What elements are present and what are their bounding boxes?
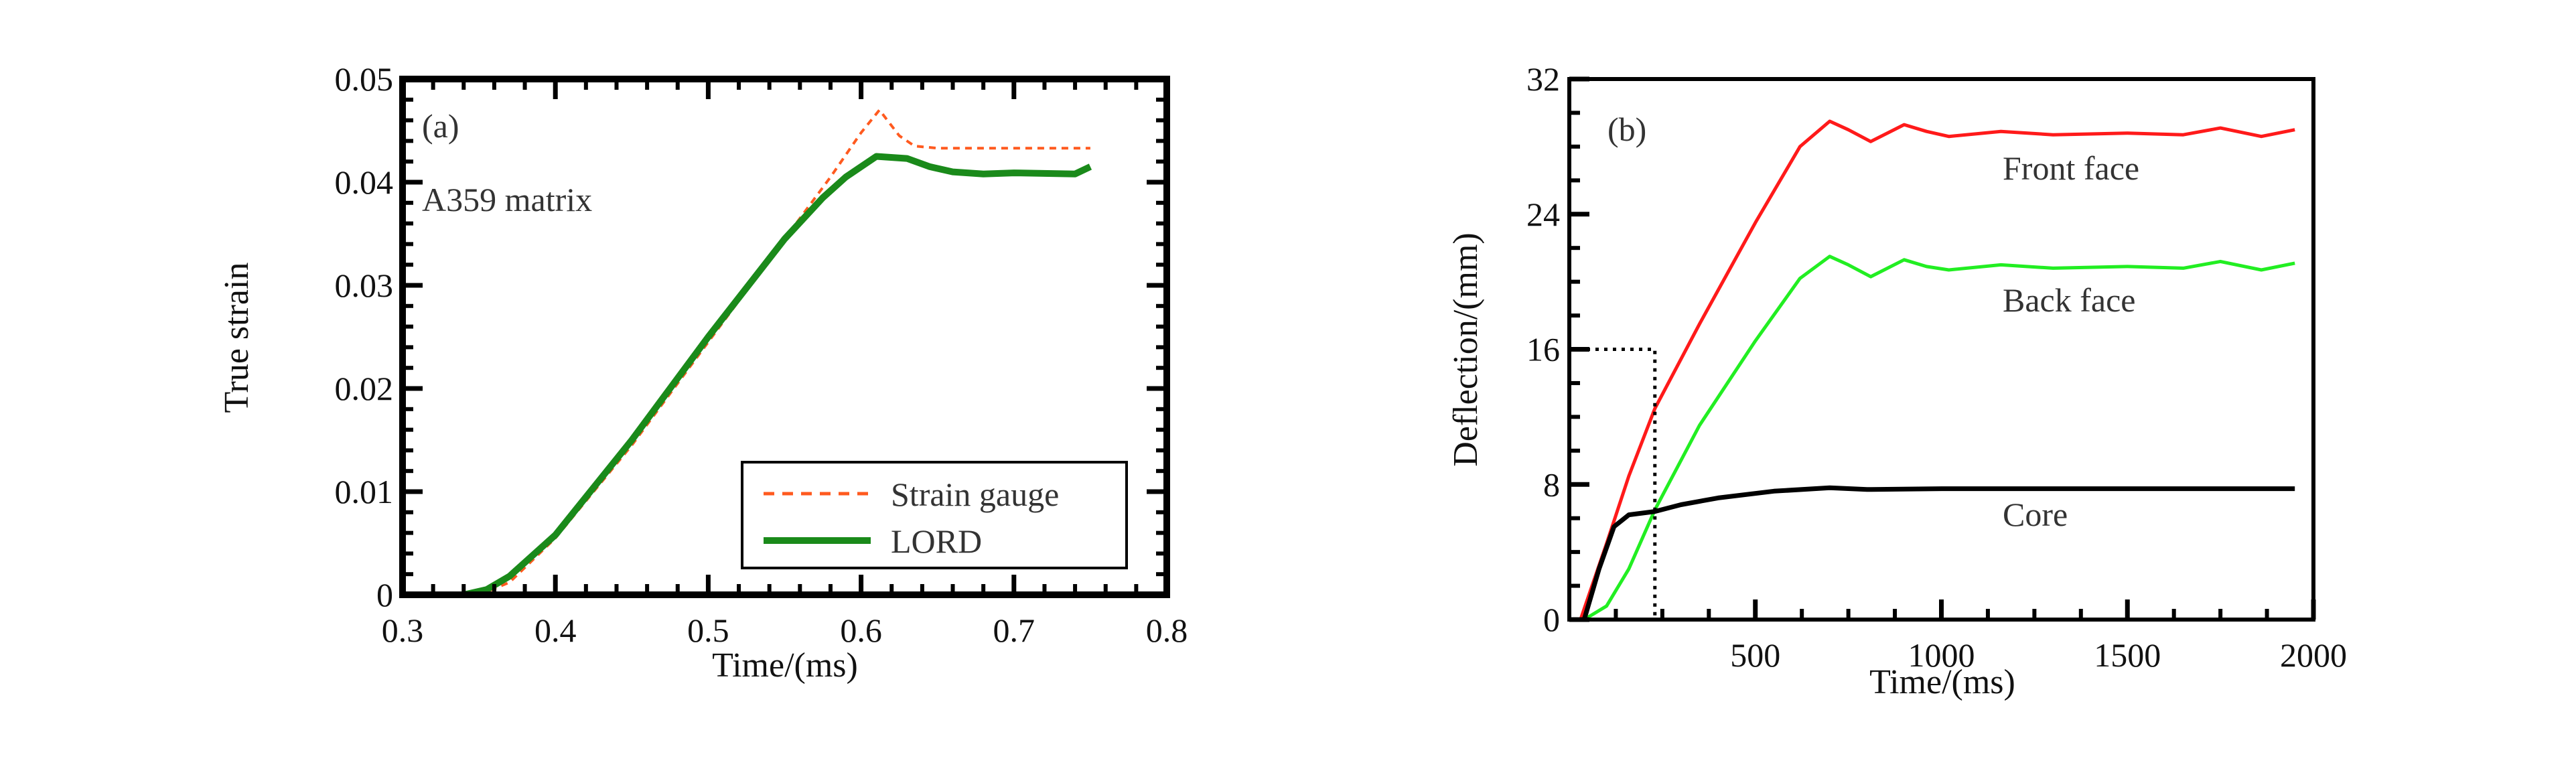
x-tick-label: 1500 [2094,636,2161,674]
x-tick-label: 0.7 [993,612,1035,649]
legend-box [741,461,1128,569]
x-tick-label: 0.5 [687,612,729,649]
series-line-back-face [1583,255,2295,622]
plot-frame [1567,77,2315,622]
series-label-core: Core [2003,496,2068,533]
x-tick-label: 0.3 [382,612,424,649]
series-line-core [1581,485,2295,620]
x-tick-label: 2000 [2280,636,2347,674]
y-tick-label: 0.04 [335,163,394,201]
y-tick-label: 24 [1526,196,1560,233]
chart-b: (b) Time/(ms) Deflection/(mm) Front face… [1447,60,2347,701]
chart-a: (a) A359 matrix Time/(ms) True strain 0.… [218,60,1188,685]
y-tick-label: 0 [1543,601,1560,638]
y-tick-label: 0.01 [335,473,394,510]
x-tick-label: 500 [1730,636,1780,674]
y-tick-label: 8 [1543,466,1560,503]
x-tick-label: 1000 [1908,636,1975,674]
dotted-guide-line [1569,348,1657,620]
panel-label-a: (a) [422,107,459,145]
legend: Strain gauge LORD [741,461,1128,569]
x-tick-label: 0.4 [534,612,577,649]
x-axis-label-a: Time/(ms) [712,646,858,685]
legend-label-strain-gauge: Strain gauge [891,476,1059,513]
x-tick-label: 0.6 [840,612,882,649]
y-tick-label: 0.03 [335,267,394,304]
legend-label-lord: LORD [891,522,982,560]
plot-frame [399,76,1170,598]
x-axis-label-b: Time/(ms) [1869,663,2015,701]
y-axis-label-b: Deflection/(mm) [1447,232,1485,466]
y-tick-label: 32 [1526,60,1560,98]
series-line-strain-gauge [478,109,1090,596]
y-tick-label: 16 [1526,331,1560,368]
y-tick-label: 0.02 [335,370,394,407]
series-label-back-face: Back face [2003,281,2135,319]
series-line-front-face [1579,119,2295,620]
y-tick-label: 0.05 [335,60,394,98]
x-tick-label: 0.8 [1146,612,1188,649]
series-line-lord [463,153,1092,598]
series-label-front-face: Front face [2003,149,2139,187]
panel-label-b: (b) [1607,111,1646,148]
annotation-a359: A359 matrix [422,181,592,218]
y-axis-label-a: True strain [218,263,256,413]
y-tick-label: 0 [376,576,393,614]
